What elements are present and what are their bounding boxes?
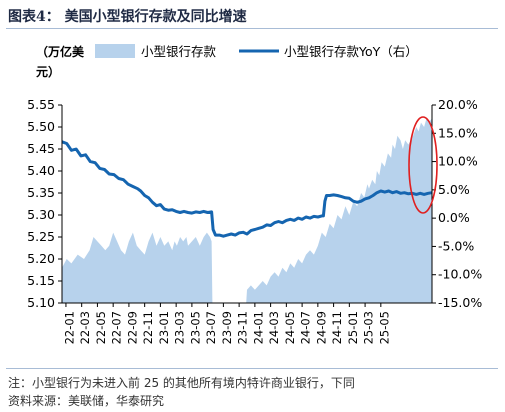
left-tick-label: 5.15: [27, 273, 55, 288]
x-tick-label: 23-05: [188, 311, 202, 344]
yoy-line: [61, 140, 433, 238]
right-tick-label: 10.0%: [438, 154, 478, 169]
legend: 小型银行存款 小型银行存款YoY（右）: [95, 44, 418, 59]
right-tick-label: 20.0%: [438, 97, 478, 112]
x-tick-label: 22-03: [78, 311, 92, 344]
highlight-ellipse: [408, 116, 438, 214]
x-tick-label: 24-03: [267, 311, 281, 344]
axes-group: 5.10 5.15 5.20 5.25 5.30 5.35 5.40 5.45 5.50 5.55…: [27, 44, 482, 344]
x-tick-label: 24-05: [283, 311, 297, 344]
right-tick-label: 15.0%: [438, 125, 478, 140]
x-tick-label: 24-09: [314, 311, 328, 344]
left-tick-label: 5.45: [27, 141, 55, 156]
x-tick-label: 22-05: [94, 311, 108, 344]
x-tick-label: 24-01: [251, 311, 265, 344]
left-tick-label: 5.40: [27, 163, 55, 178]
x-tick-label: 22-09: [125, 311, 139, 344]
x-tick-label: 22-11: [141, 311, 155, 344]
title-divider: [6, 28, 498, 29]
source-note: 资料来源：美联储，华泰研究: [8, 394, 165, 408]
left-tick-label: 5.25: [27, 229, 55, 244]
right-tick-label: 5.0%: [438, 182, 470, 197]
legend-label-line: 小型银行存款YoY（右）: [284, 44, 418, 59]
left-tick-label: 5.30: [27, 207, 55, 222]
footnote: 注：小型银行为未进入前 25 的其他所有境内特许商业银行，下同: [8, 376, 355, 390]
left-tick-label: 5.10: [27, 295, 55, 310]
right-tick-label: 0.0%: [438, 210, 470, 225]
left-axis-unit-cont: 元）: [36, 64, 60, 79]
right-tick-label: -15.0%: [438, 295, 482, 310]
x-tick-label: 23-07: [204, 311, 218, 344]
right-tick-label: -10.0%: [438, 267, 482, 282]
x-tick-label: 23-11: [236, 311, 250, 344]
left-axis-unit: （万亿美: [36, 44, 85, 59]
right-tick-label: -5.0%: [438, 238, 474, 253]
x-tick-label: 25-01: [346, 311, 360, 344]
left-tick-label: 5.55: [27, 97, 55, 112]
left-tick-label: 5.50: [27, 119, 55, 134]
x-tick-label: 25-05: [377, 311, 391, 344]
x-tick-label: 23-03: [173, 311, 187, 344]
x-tick-label: 23-01: [157, 311, 171, 344]
yoy-line-group: [61, 140, 433, 238]
footer-divider: [6, 368, 498, 369]
left-tick-label: 5.35: [27, 185, 55, 200]
x-tick-label: 24-07: [299, 311, 313, 344]
legend-label-area: 小型银行存款: [141, 44, 217, 59]
x-tick-label: 23-09: [220, 311, 234, 344]
left-tick-label: 5.20: [27, 251, 55, 266]
x-tick-label: 24-11: [330, 311, 344, 344]
figure-title: 图表4： 美国小型银行存款及同比增速: [8, 9, 247, 25]
deposits-area: [62, 118, 432, 303]
legend-swatch-area: [95, 44, 135, 58]
x-tick-label: 22-01: [62, 311, 76, 344]
x-tick-label: 22-07: [110, 311, 124, 344]
deposits-area-group: [62, 118, 432, 303]
annotation-group: [408, 116, 438, 214]
x-tick-label: 25-03: [362, 311, 376, 344]
